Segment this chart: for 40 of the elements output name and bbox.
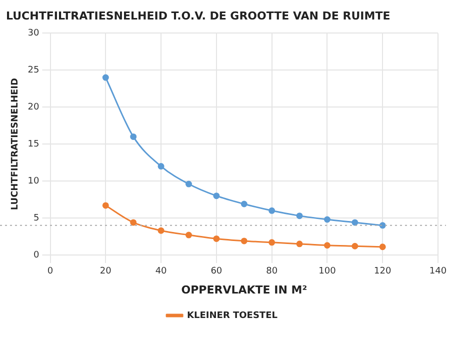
chart-title: LUCHTFILTRATIESNELHEID T.O.V. DE GROOTTE VAN DE RUIMTE	[6, 9, 390, 22]
y-tick-label: 15	[28, 139, 40, 150]
point	[324, 242, 330, 249]
point	[185, 180, 192, 188]
y-tick-label: 0	[34, 250, 40, 260]
y-tick-label: 20	[28, 102, 40, 112]
y-axis-title: LUCHTFILTRATIESNELHEID	[10, 78, 21, 210]
x-tick-label: 80	[266, 266, 278, 277]
point	[158, 163, 164, 170]
x-tick-label: 140	[429, 266, 447, 277]
point	[102, 74, 109, 81]
point	[268, 239, 276, 246]
point	[213, 192, 220, 200]
point	[130, 219, 137, 226]
point	[268, 207, 276, 214]
x-tick-label: 100	[318, 266, 336, 277]
point	[352, 242, 358, 250]
y-tick-label: 10	[28, 176, 40, 186]
point	[213, 235, 220, 242]
point	[240, 238, 248, 244]
legend-label: KLEINER TOESTEL	[187, 310, 278, 321]
x-tick-label: 60	[210, 266, 222, 277]
point	[379, 244, 386, 250]
x-tick-label: 0	[47, 266, 54, 277]
point	[240, 200, 248, 208]
point	[130, 133, 137, 140]
point	[352, 219, 358, 226]
point	[185, 232, 192, 238]
y-tick-label: 5	[34, 213, 40, 224]
y-tick-label: 25	[28, 66, 40, 76]
point	[296, 212, 303, 220]
x-tick-label: 20	[100, 266, 112, 277]
point	[324, 216, 330, 223]
point	[296, 240, 303, 248]
x-tick-label: 40	[155, 266, 168, 277]
point	[102, 202, 109, 209]
x-axis-title: OPPERVLAKTE IN M²	[181, 283, 308, 296]
y-tick-label: 30	[28, 28, 40, 39]
x-tick-label: 120	[374, 266, 392, 277]
point	[158, 227, 164, 234]
